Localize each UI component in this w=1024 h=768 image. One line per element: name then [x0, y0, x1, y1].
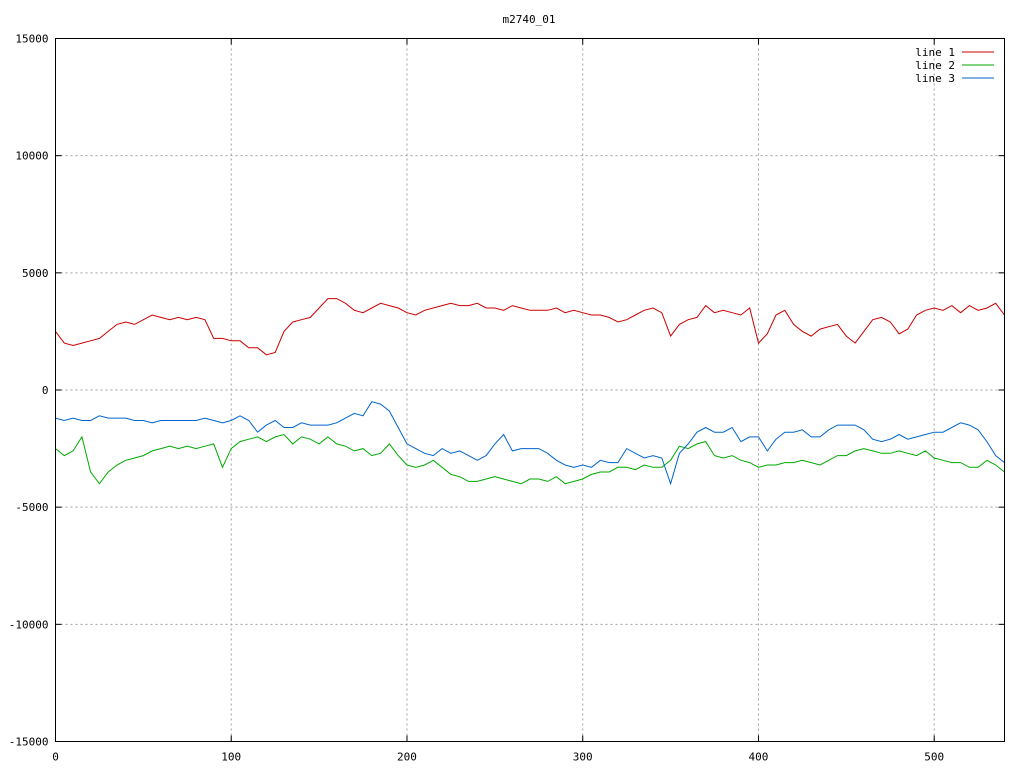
x-tick-label: 300 [573, 751, 593, 764]
y-tick-label: -15000 [9, 736, 49, 749]
y-tick-label: 5000 [22, 267, 49, 280]
x-tick-label: 500 [924, 751, 944, 764]
x-tick-label: 0 [52, 751, 59, 764]
axes: -15000 -10000 -5000 0 5000 10000 15000 0 100 200 3… [9, 33, 1005, 764]
plot-frame [55, 38, 1005, 742]
series-group [55, 298, 1005, 486]
series-line-2 [55, 433, 1005, 485]
y-tick-label: -10000 [9, 618, 49, 631]
x-tick-label: 400 [749, 751, 769, 764]
legend-label: line 2 [915, 59, 955, 72]
legend-label: line 3 [915, 72, 955, 85]
grid [55, 38, 1005, 742]
series-line-3 [55, 401, 1005, 486]
y-tick-label: 10000 [15, 150, 48, 163]
x-tick-label: 200 [397, 751, 417, 764]
y-tick-label: 0 [42, 384, 49, 397]
y-tick-label: -5000 [15, 501, 48, 514]
chart-title: m2740_01 [503, 13, 556, 26]
legend-label: line 1 [915, 46, 955, 59]
y-tick-label: 15000 [15, 33, 48, 46]
series-line-1 [55, 298, 1005, 356]
x-tick-label: 100 [221, 751, 241, 764]
